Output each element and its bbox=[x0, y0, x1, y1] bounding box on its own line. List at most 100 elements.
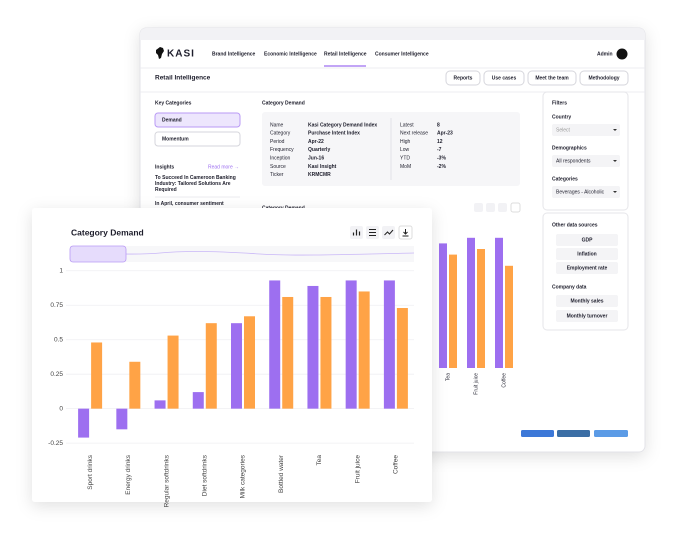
info-value: 8 bbox=[437, 122, 440, 128]
y-tick-label: 1 bbox=[59, 268, 63, 275]
bg-bar bbox=[467, 237, 475, 368]
header-button-label: Methodology bbox=[588, 75, 619, 81]
bar bbox=[320, 296, 332, 409]
source-button[interactable] bbox=[556, 234, 618, 246]
nav-link[interactable]: Retail Intelligence bbox=[324, 51, 367, 57]
read-more-link[interactable]: Read more → bbox=[208, 164, 239, 170]
user-name[interactable]: Admin bbox=[597, 51, 613, 57]
bar bbox=[91, 342, 103, 409]
bg-bar bbox=[495, 237, 503, 368]
info-label: Low bbox=[400, 147, 410, 153]
bar bbox=[78, 408, 90, 438]
category-button-label: Momentum bbox=[162, 136, 189, 142]
range-window[interactable] bbox=[69, 245, 127, 263]
filter-select[interactable] bbox=[552, 186, 620, 198]
footer-button[interactable] bbox=[594, 430, 628, 437]
header-button[interactable] bbox=[483, 70, 525, 86]
info-label: MoM bbox=[400, 164, 411, 170]
bar bbox=[129, 361, 141, 409]
info-label: Name bbox=[270, 122, 284, 128]
filter-select[interactable] bbox=[552, 155, 620, 167]
icon[interactable] bbox=[474, 203, 483, 212]
info-label: Category bbox=[270, 131, 291, 137]
window-bar bbox=[140, 28, 645, 40]
x-tick-label: Sport drinks bbox=[87, 454, 94, 489]
source-button-label: Monthly sales bbox=[570, 298, 603, 304]
bg-bar bbox=[449, 254, 457, 368]
section-title: Category Demand bbox=[262, 100, 305, 106]
source-button-label: GDP bbox=[582, 237, 594, 243]
bg-chart-icons bbox=[474, 202, 521, 213]
info-value: Apr-22 bbox=[308, 139, 324, 145]
icon[interactable] bbox=[486, 203, 495, 212]
section-title: Filters bbox=[552, 100, 567, 106]
source-button[interactable] bbox=[556, 262, 618, 274]
icon bbox=[369, 229, 376, 236]
section-title: Insights bbox=[155, 164, 174, 170]
insight[interactable]: In April, consumer sentiment bbox=[155, 201, 247, 223]
x-tick-label: Energy drinks bbox=[125, 454, 132, 494]
info-value: Kasi Insight bbox=[308, 164, 337, 170]
footer-button[interactable] bbox=[521, 430, 554, 437]
filter-select[interactable] bbox=[552, 124, 620, 136]
range-slider[interactable] bbox=[70, 246, 414, 262]
info-label: YTD bbox=[400, 156, 410, 162]
bar bbox=[167, 335, 179, 409]
x-tick-label: Diet softdrinks bbox=[201, 454, 208, 496]
bar bbox=[205, 323, 217, 409]
y-tick-label: 0.75 bbox=[50, 302, 63, 309]
filter-value: Beverages - Alcoholic bbox=[556, 189, 605, 195]
header-button-label: Reports bbox=[454, 75, 473, 81]
section-title: Company data bbox=[552, 284, 587, 290]
y-tick-label: -0.25 bbox=[48, 440, 63, 447]
icon[interactable] bbox=[510, 202, 521, 213]
y-tick-label: 0.25 bbox=[50, 371, 63, 378]
insight[interactable]: To Succeed In Cameroon Banking Industry:… bbox=[155, 175, 247, 197]
user-avatar[interactable] bbox=[616, 48, 628, 60]
bg-bar bbox=[505, 265, 513, 368]
y-tick-label: 0 bbox=[59, 405, 63, 412]
header-button[interactable] bbox=[579, 70, 629, 86]
category-button[interactable] bbox=[154, 112, 241, 128]
bar bbox=[231, 323, 242, 409]
logo-icon bbox=[156, 47, 164, 59]
info-label: Ticker bbox=[270, 172, 284, 178]
bar bbox=[244, 316, 255, 409]
info-label: Next release bbox=[400, 131, 428, 137]
info-value: Quarterly bbox=[308, 147, 330, 153]
chart-title: Category Demand bbox=[71, 227, 144, 237]
x-tick-label: Milk categories bbox=[240, 454, 247, 498]
x-tick-label: Fruit juice bbox=[354, 455, 361, 484]
section-title: Other data sources bbox=[552, 222, 598, 228]
header-button[interactable] bbox=[445, 70, 481, 86]
filter-label: Categories bbox=[552, 176, 578, 182]
source-button-label: Monthly turnover bbox=[567, 313, 608, 319]
source-button[interactable] bbox=[556, 310, 618, 322]
page-title: Retail Intelligence bbox=[155, 75, 211, 82]
info-label: High bbox=[400, 139, 411, 145]
icon bbox=[352, 229, 361, 236]
logo: KASI bbox=[167, 49, 195, 60]
icon[interactable] bbox=[498, 203, 507, 212]
nav-link[interactable]: Economic Intelligence bbox=[264, 51, 317, 57]
filters-panel bbox=[542, 91, 629, 211]
header-button[interactable] bbox=[527, 70, 577, 86]
nav-link[interactable]: Brand Intelligence bbox=[212, 51, 256, 57]
bar bbox=[116, 408, 128, 430]
filter-label: Demographics bbox=[552, 145, 587, 151]
section-title: Key Categories bbox=[155, 100, 192, 106]
source-button-label: Employment rate bbox=[567, 265, 608, 271]
source-button[interactable] bbox=[556, 248, 618, 260]
footer-button[interactable] bbox=[557, 430, 590, 437]
source-button[interactable] bbox=[556, 295, 618, 307]
chart-toolbar bbox=[350, 225, 413, 240]
bg-bar bbox=[477, 249, 485, 368]
filter-value: All respondents bbox=[556, 158, 591, 164]
filter-value: Select bbox=[556, 127, 571, 133]
category-button[interactable] bbox=[154, 131, 241, 147]
filter-label: Country bbox=[552, 114, 571, 120]
nav-link[interactable]: Consumer Intelligence bbox=[375, 51, 429, 57]
icon bbox=[402, 229, 409, 237]
